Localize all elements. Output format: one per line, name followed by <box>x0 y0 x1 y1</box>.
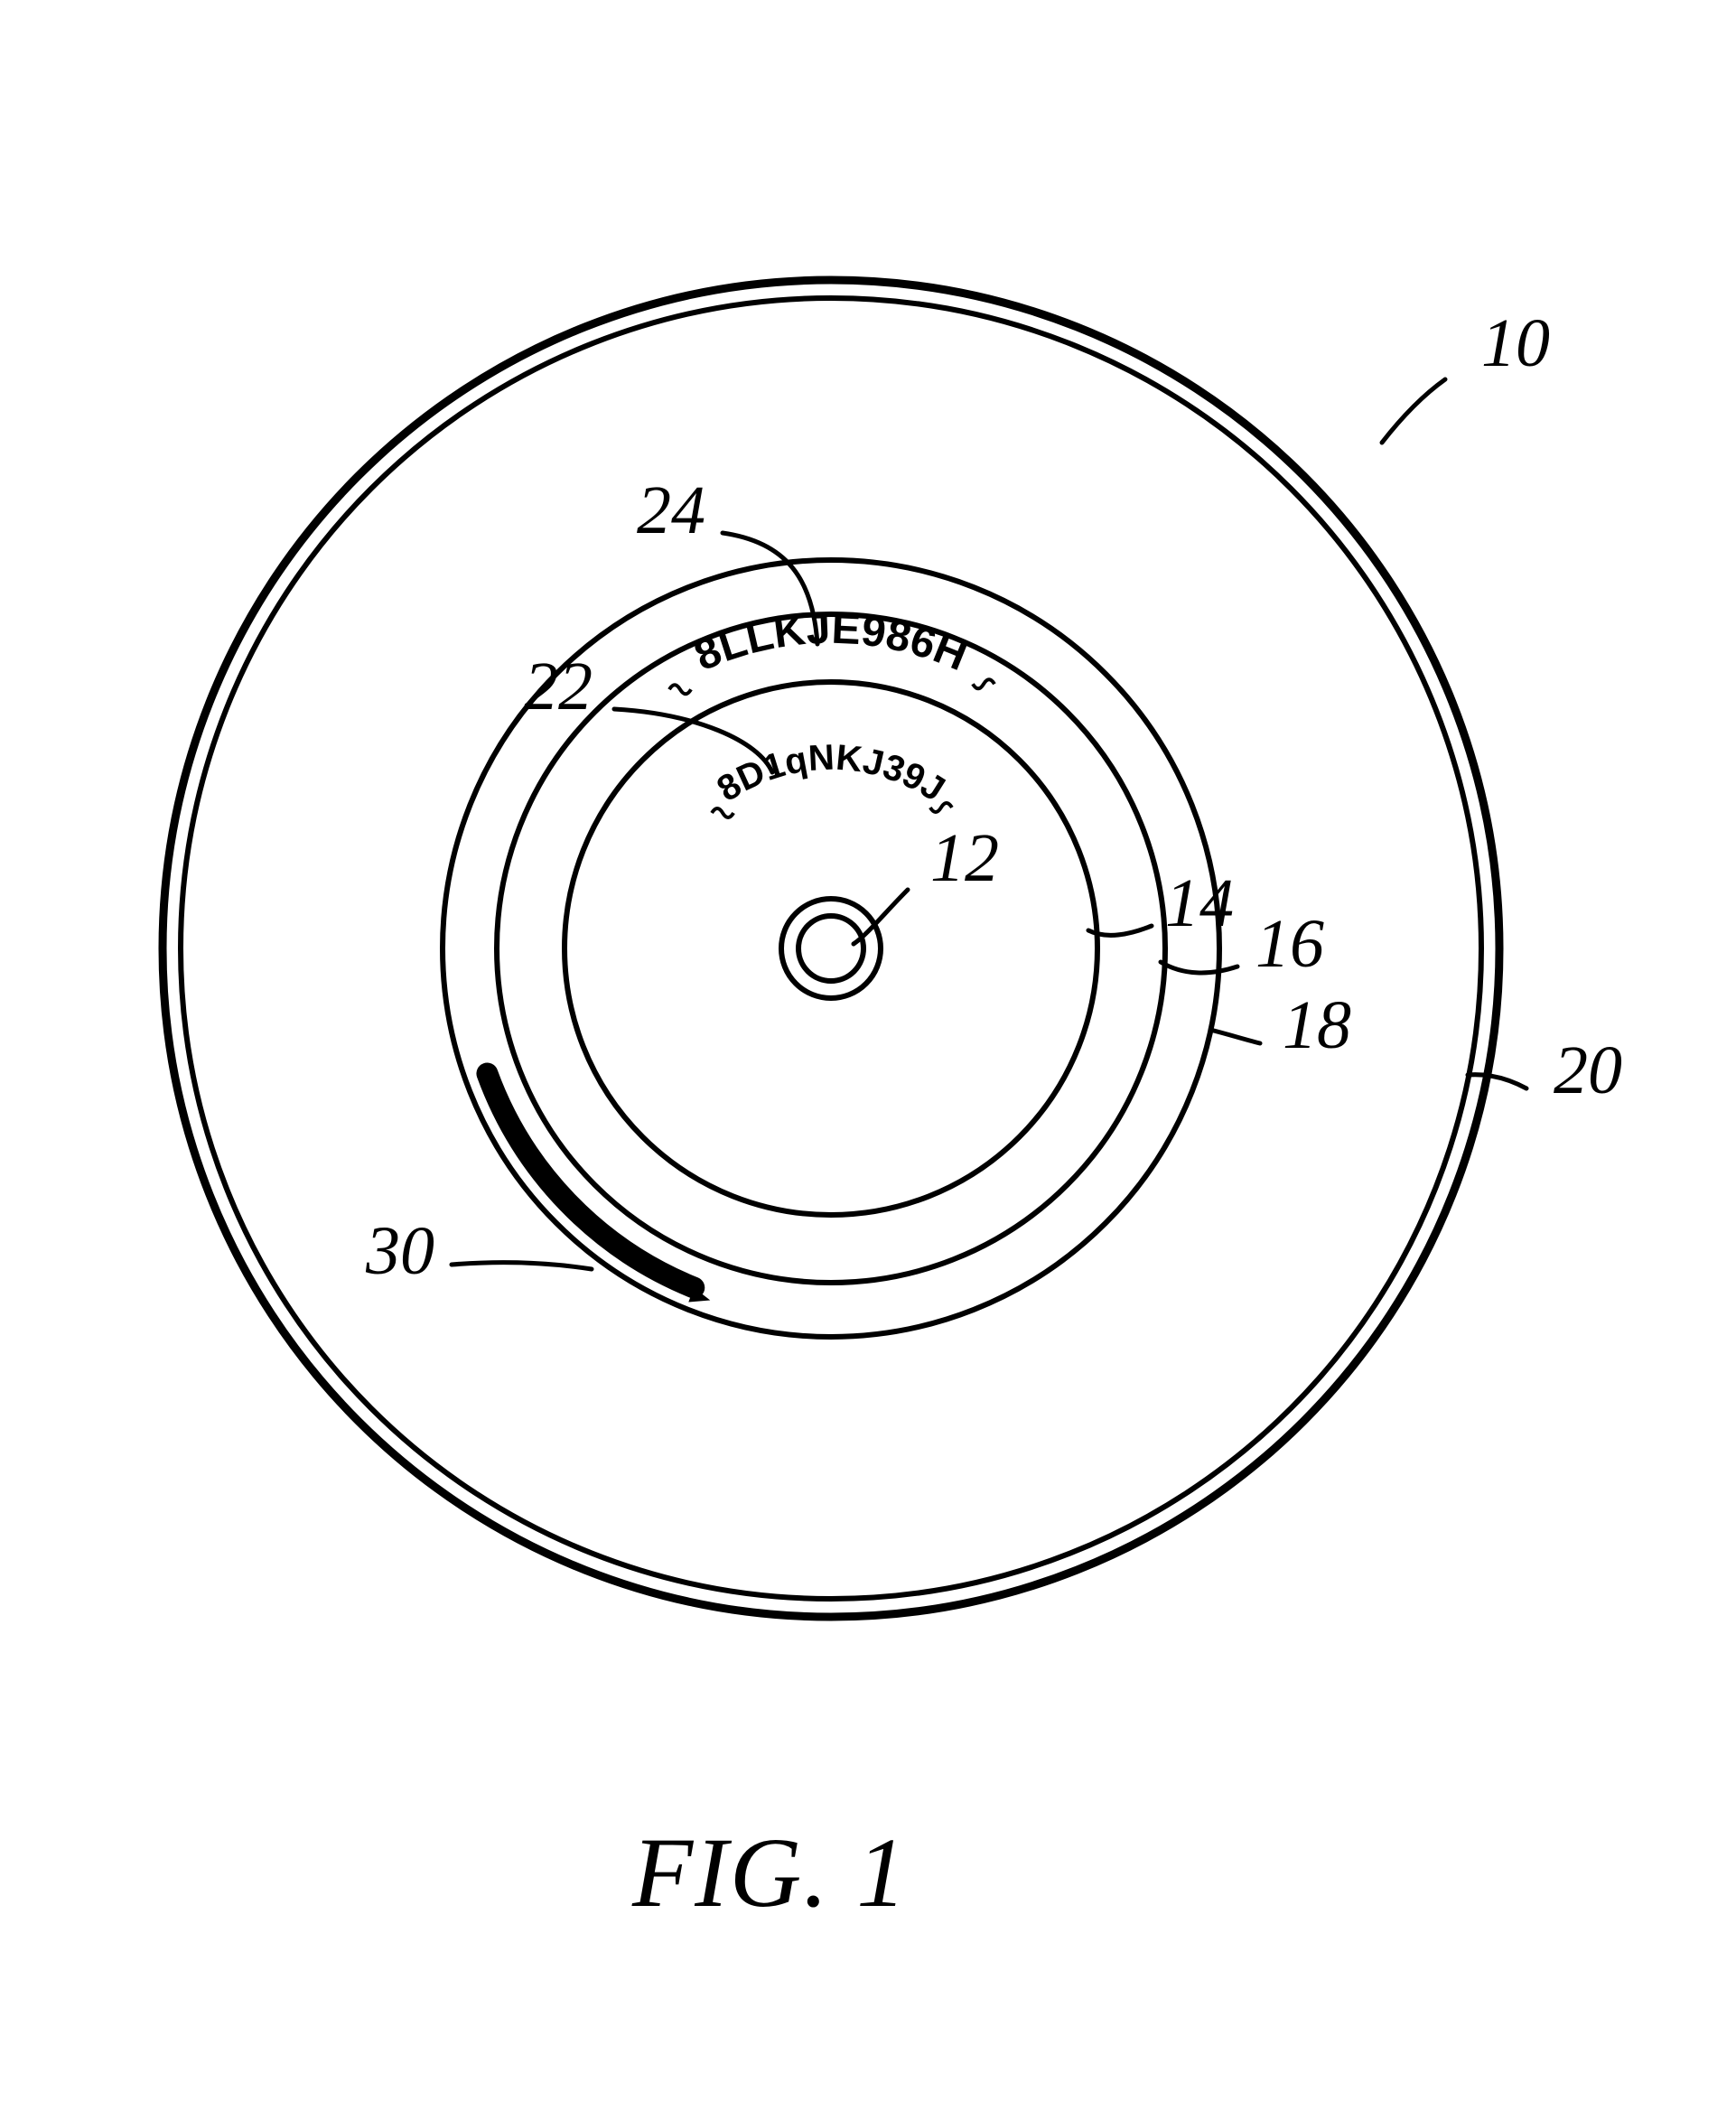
ref-label-10: 10 <box>1481 305 1550 381</box>
leader-10 <box>1382 379 1445 443</box>
ref-label-12: 12 <box>930 820 999 896</box>
disc-codes: 8LLKJE986H8D1qNKJ39J <box>669 605 994 817</box>
ref-label-14: 14 <box>1165 865 1234 941</box>
ref-label-18: 18 <box>1283 987 1351 1063</box>
ref-label-20: 20 <box>1554 1032 1622 1108</box>
leader-20 <box>1468 1075 1526 1088</box>
ref-label-22: 22 <box>524 649 593 724</box>
leader-16 <box>1161 962 1237 973</box>
ref-label-24: 24 <box>637 472 705 548</box>
disc-code-code-22: 8D1qNKJ39J <box>710 738 951 809</box>
text-squiggle-end-code-24 <box>973 679 994 688</box>
leader-30 <box>452 1263 592 1269</box>
ref-label-30: 30 <box>365 1213 434 1289</box>
figure-caption: FIG. 1 <box>631 1817 908 1928</box>
disc-circle-hub-inner <box>798 916 863 981</box>
figure-1: 8LLKJE986H8D1qNKJ39J 102422121416182030 … <box>0 0 1736 2120</box>
disc-circle-ring-16 <box>497 614 1165 1283</box>
figure-svg: 8LLKJE986H8D1qNKJ39J 102422121416182030 … <box>0 0 1736 2120</box>
text-squiggle-start-code-22 <box>712 808 733 817</box>
text-squiggle-start-code-24 <box>669 685 691 694</box>
ref-labels: 10 24 22 12 14 1618 20 30 <box>365 305 1622 1289</box>
leader-18 <box>1210 1030 1260 1043</box>
ref-label-16: 16 <box>1255 906 1324 982</box>
